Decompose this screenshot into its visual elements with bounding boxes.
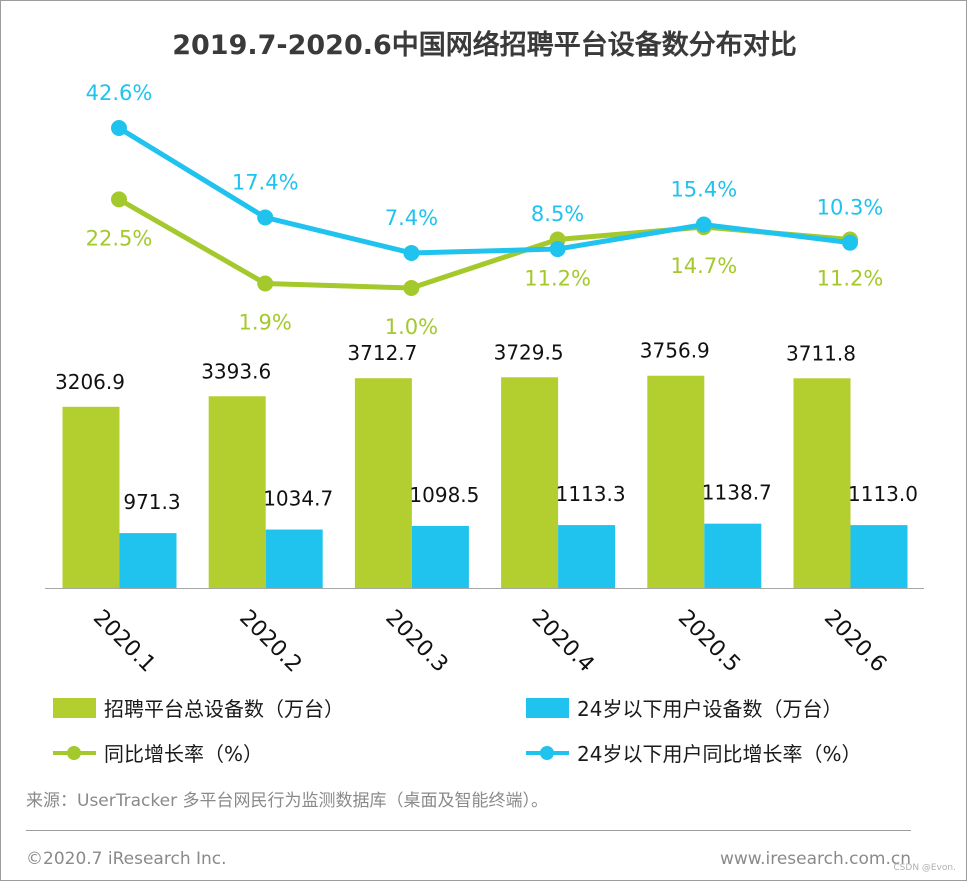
data-label-total-growth: 22.5% <box>86 226 153 250</box>
legend-item-young-growth: 24岁以下用户同比增长率（%） <box>526 738 861 767</box>
data-label-young-devices: 1098.5 <box>409 483 479 507</box>
x-tick-label: 2020.6 <box>819 605 891 677</box>
data-label-total-devices: 3393.6 <box>201 359 271 383</box>
x-tick-label: 2020.5 <box>673 605 745 677</box>
data-label-total-devices: 3206.9 <box>55 370 125 394</box>
bar-young-devices <box>558 525 616 588</box>
chart-title: 2019.7-2020.6中国网络招聘平台设备数分布对比 <box>172 30 797 61</box>
point-young-growth <box>695 216 712 233</box>
legend-label-young-devices: 24岁以下用户设备数（万台） <box>577 697 843 721</box>
bar-total-devices <box>62 406 120 588</box>
bar-young-devices <box>411 525 469 588</box>
legend-item-total-devices: 招聘平台总设备数（万台） <box>53 693 344 722</box>
data-label-young-devices: 971.3 <box>123 490 180 514</box>
chart-svg: 3206.9 971.3 2020.1 3393.6 1034.7 2020.2 3712.… <box>45 81 924 677</box>
bar-total-devices <box>501 377 559 588</box>
bar-total-devices <box>354 378 412 588</box>
data-label-total-devices: 3756.9 <box>640 339 710 363</box>
point-young-growth <box>842 234 858 251</box>
legend-item-total-growth: 同比增长率（%） <box>53 738 263 767</box>
legend-swatch-young-devices <box>526 697 569 718</box>
data-label-young-devices: 1034.7 <box>263 487 333 511</box>
data-label-total-devices: 3711.8 <box>786 341 856 365</box>
point-young-growth <box>549 241 566 258</box>
bar-total-devices <box>208 396 266 588</box>
x-tick-label: 2020.2 <box>234 605 306 677</box>
point-young-growth <box>403 244 420 261</box>
source-note: 来源：UserTracker 多平台网民行为监测数据库（桌面及智能终端）。 <box>26 791 548 811</box>
bar-total-devices <box>793 378 851 588</box>
data-label-young-devices: 1138.7 <box>702 481 772 505</box>
x-tick-label: 2020.1 <box>88 605 160 677</box>
point-total-growth <box>257 275 274 292</box>
data-label-young-devices: 1113.0 <box>848 482 918 506</box>
data-label-young-growth: 17.4% <box>232 170 299 194</box>
point-young-growth <box>257 209 274 226</box>
legend-swatch-total-growth <box>53 743 96 763</box>
line-total-growth <box>117 197 851 291</box>
data-label-total-devices: 3712.7 <box>347 341 417 365</box>
data-label-young-growth: 7.4% <box>385 206 438 230</box>
data-label-total-growth: 1.9% <box>239 311 292 335</box>
bar-young-devices <box>704 523 762 588</box>
data-label-young-devices: 1113.3 <box>556 482 626 506</box>
bar-young-devices <box>119 533 177 588</box>
line-young-growth <box>117 125 851 256</box>
bar-total-devices <box>647 375 705 588</box>
x-tick-label: 2020.3 <box>380 605 452 677</box>
data-label-total-growth: 11.2% <box>524 266 591 290</box>
data-label-young-growth: 42.6% <box>86 81 153 105</box>
watermark-text: CSDN @Evon. <box>893 863 956 873</box>
point-total-growth <box>403 280 420 296</box>
legend-label-total-growth: 同比增长率（%） <box>104 742 264 766</box>
point-total-growth <box>111 191 127 208</box>
data-label-total-growth: 11.2% <box>817 266 884 290</box>
legend-swatch-young-growth <box>526 743 569 763</box>
footer-divider <box>26 830 911 831</box>
point-young-growth <box>111 120 127 136</box>
bar-young-devices <box>265 529 323 588</box>
legend-label-young-growth: 24岁以下用户同比增长率（%） <box>577 742 862 766</box>
data-label-young-growth: 10.3% <box>817 196 884 220</box>
data-label-total-growth: 1.0% <box>385 315 438 339</box>
legend-item-young-devices: 24岁以下用户设备数（万台） <box>526 693 842 722</box>
data-label-total-growth: 14.7% <box>670 254 737 278</box>
data-label-total-devices: 3729.5 <box>494 340 564 364</box>
legend-swatch-total-devices <box>53 697 96 718</box>
bar-young-devices <box>850 525 908 588</box>
legend-label-total-devices: 招聘平台总设备数（万台） <box>104 697 344 721</box>
x-tick-label: 2020.4 <box>527 605 599 677</box>
copyright-text: ©2020.7 iResearch Inc. <box>26 849 227 869</box>
data-label-young-growth: 8.5% <box>531 202 584 226</box>
data-label-young-growth: 15.4% <box>670 178 737 202</box>
website-text: www.iresearch.com.cn <box>719 849 911 869</box>
